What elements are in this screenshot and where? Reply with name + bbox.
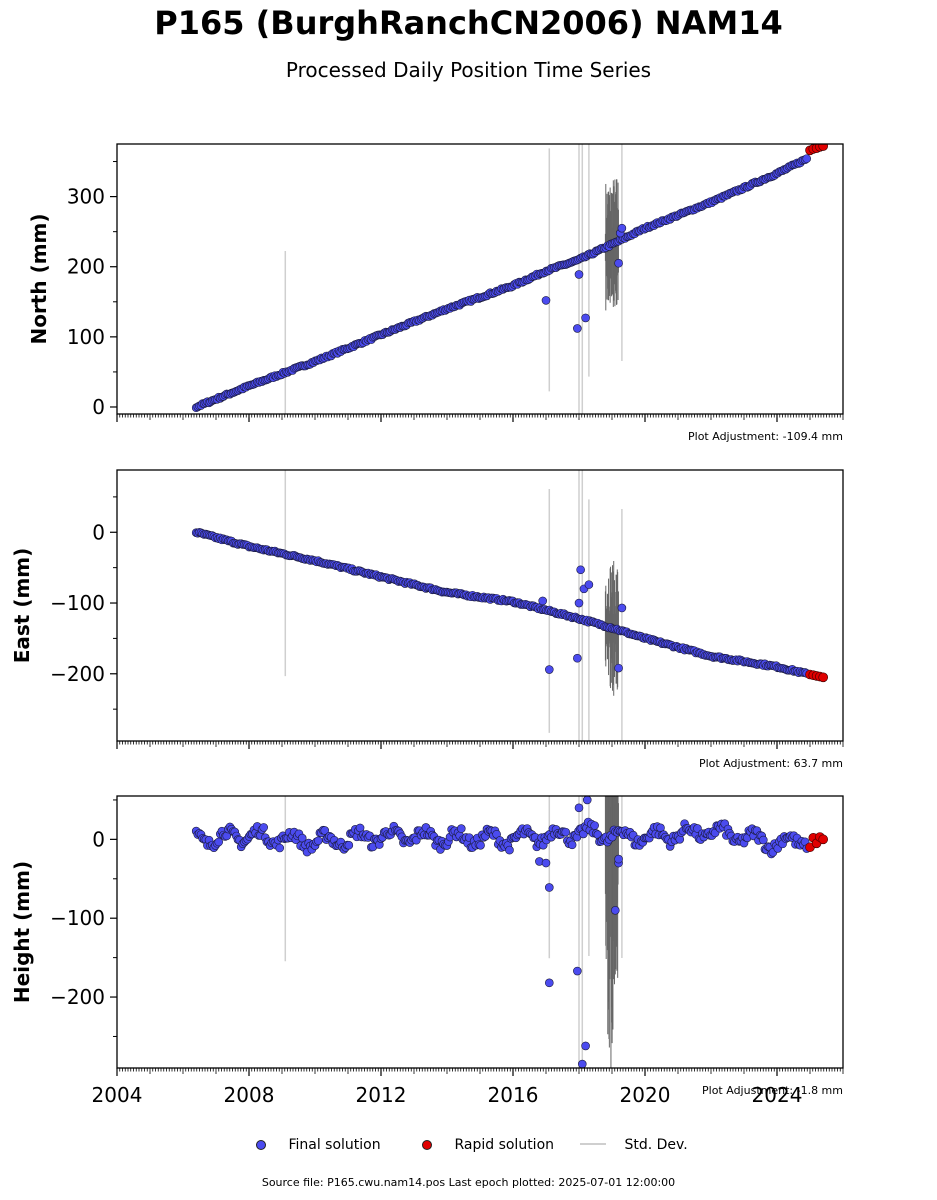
final-point [476,841,485,850]
chart-title: P165 (BurghRanchCN2006) NAM14 [154,4,783,42]
final-point [590,821,599,830]
panel-frame [116,143,844,415]
y-tick-label: −100 [50,906,105,930]
y-axis-label: East (mm) [10,548,34,664]
final-point [505,845,514,855]
outlier-point [574,598,584,608]
outlier-point [617,223,627,233]
plot-adjustment-label: Plot Adjustment: 63.7 mm [699,757,843,770]
rapid-marker-icon [422,1140,432,1150]
panel-2-marks [191,796,829,1068]
y-tick-label: 300 [67,185,105,209]
legend-item-rapid: Rapid solution [422,1137,554,1153]
outlier-point [584,580,594,589]
plot-adjustment-label: Plot Adjustment: -1.8 mm [702,1084,843,1097]
final-point [313,836,323,846]
outlier-point [582,796,592,805]
outlier-point [574,803,584,813]
final-point [275,843,285,853]
final-point [214,837,223,847]
outlier-point [544,665,554,674]
y-tick-label: −200 [50,985,105,1009]
outlier-point [576,565,585,575]
outlier-point [614,854,623,864]
x-tick-label: 2016 [488,1083,539,1107]
final-point [344,840,354,850]
panel-frame [116,469,844,742]
outlier-point [544,883,554,892]
outlier-point [541,296,551,305]
final-point [259,823,268,832]
y-tick-label: 0 [92,827,105,851]
final-marker-icon [256,1140,266,1150]
source-footer: Source file: P165.cwu.nam14.pos Last epo… [261,1176,676,1189]
outlier-point [617,603,627,613]
panel-0: 0 100 200 300 North (mm) Plot Adjustment: -10… [27,143,844,443]
x-tick-label: 2012 [356,1083,407,1107]
outlier-point [578,1059,587,1068]
x-tick-label: 2004 [92,1083,143,1107]
legend-label-stddev: Std. Dev. [624,1137,688,1153]
rapid-point [818,144,828,151]
outlier-point [574,270,584,279]
x-tick-label: 2020 [620,1083,671,1107]
legend-label-rapid: Rapid solution [454,1137,555,1153]
y-axis-label: Height (mm) [10,861,34,1003]
legend-item-stddev: Std. Dev. [580,1137,688,1153]
final-point [456,824,466,833]
final-point [561,827,571,837]
outlier-point [573,966,582,976]
outlier-point [544,978,554,988]
y-axis-label: North (mm) [27,213,51,344]
outlier-point [614,258,623,268]
outlier-point [573,324,582,333]
panel-1: −200 −100 0 East (mm) Plot Adjustment: 63.7 … [10,469,844,770]
outlier-point [573,653,582,663]
stddev-line-icon [580,1143,606,1145]
outlier-point [614,663,623,673]
outlier-point [538,596,548,606]
plot-adjustment-label: Plot Adjustment: -109.4 mm [688,430,843,443]
panel-1-marks [191,470,829,741]
y-tick-label: 0 [92,520,105,544]
y-tick-label: −100 [50,591,105,615]
outlier-point [581,313,590,323]
legend-item-final: Final solution [256,1137,381,1153]
outlier-point [610,906,620,915]
y-tick-label: 100 [67,325,105,349]
y-tick-label: 200 [67,255,105,279]
chart-subtitle: Processed Daily Position Time Series [285,58,652,82]
final-point [320,826,330,835]
legend-label-final: Final solution [288,1137,381,1153]
panel-0-marks [191,144,828,414]
y-tick-label: −200 [50,662,105,686]
rapid-point [818,672,829,683]
rapid-point [818,834,829,845]
panel-2: −200 −100 0 Height (mm) Plot Adjustment: -1.… [10,795,844,1107]
x-tick-label: 2024 [752,1083,803,1107]
outlier-point [581,1041,590,1051]
y-tick-label: 0 [92,395,105,419]
outlier-point [541,858,551,868]
final-point [802,154,812,163]
x-tick-label: 2008 [224,1083,275,1107]
final-point [759,835,768,845]
final-point [567,840,577,850]
